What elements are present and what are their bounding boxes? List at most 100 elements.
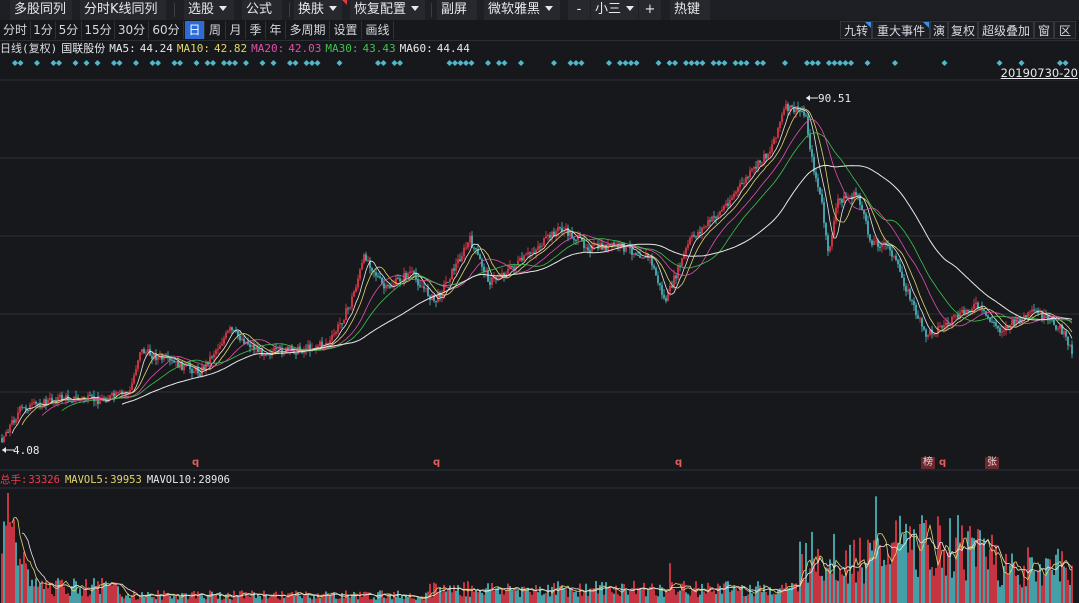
candle-body bbox=[507, 268, 509, 274]
major-events-button[interactable]: 重大事件 bbox=[872, 21, 930, 39]
volume-bar bbox=[639, 588, 641, 603]
period-15min[interactable]: 15分 bbox=[82, 21, 115, 39]
candle-body bbox=[785, 104, 787, 110]
super-overlay-button[interactable]: 超级叠加 bbox=[978, 21, 1034, 39]
volume-bar bbox=[103, 582, 105, 603]
font-increase-button[interactable]: + bbox=[639, 0, 661, 20]
event-marker-q[interactable]: q bbox=[433, 457, 441, 468]
volume-bar bbox=[619, 595, 621, 603]
candle-body bbox=[339, 323, 341, 325]
font-size-dropdown[interactable]: 小三 bbox=[591, 0, 638, 20]
settings-button[interactable]: 设置 bbox=[330, 21, 362, 39]
candle-body bbox=[33, 401, 35, 404]
volume-bar bbox=[263, 590, 265, 603]
candle-body bbox=[13, 420, 15, 423]
volume-bar bbox=[393, 592, 395, 603]
candle-body bbox=[37, 403, 39, 405]
candle-body bbox=[479, 254, 481, 260]
period-30min[interactable]: 30分 bbox=[115, 21, 149, 39]
kline-chart[interactable]: 90.51 4.08 bbox=[0, 57, 1079, 603]
demo-button[interactable]: 演 bbox=[930, 21, 948, 39]
period-month[interactable]: 月 bbox=[226, 21, 246, 39]
period-intraday[interactable]: 分时 bbox=[0, 21, 31, 39]
volume-bar bbox=[909, 526, 911, 603]
stock-name[interactable]: 国联股份 bbox=[61, 42, 106, 55]
candle-body bbox=[637, 255, 639, 257]
draw-line-button[interactable]: 画线 bbox=[362, 21, 394, 39]
candle-body bbox=[999, 328, 1001, 333]
candle-body bbox=[1029, 311, 1031, 313]
mavol10-value: 28906 bbox=[198, 474, 230, 486]
font-name-dropdown[interactable]: 微软雅黑 bbox=[484, 0, 560, 20]
volume-bar bbox=[193, 590, 195, 603]
volume-bar bbox=[11, 526, 13, 603]
candle-body bbox=[853, 192, 855, 200]
candle-body bbox=[1031, 309, 1033, 312]
multi-stock-button[interactable]: 多股同列 bbox=[10, 0, 72, 20]
candle-body bbox=[799, 110, 801, 112]
volume-bar bbox=[31, 579, 33, 603]
period-60min[interactable]: 60分 bbox=[149, 21, 184, 39]
hotkey-button[interactable]: 热键 bbox=[670, 0, 710, 20]
volume-bar bbox=[555, 594, 557, 603]
signal-diamond-icon bbox=[193, 60, 200, 66]
candle-body bbox=[747, 176, 749, 178]
volume-bar bbox=[917, 576, 919, 603]
candle-body bbox=[813, 156, 815, 173]
event-marker-q[interactable]: q bbox=[675, 457, 683, 468]
candle-body bbox=[379, 276, 381, 278]
candle-body bbox=[497, 278, 499, 280]
nine-turn-button[interactable]: 九转 bbox=[840, 21, 872, 39]
volume-bar bbox=[1001, 585, 1003, 603]
period-year[interactable]: 年 bbox=[266, 21, 286, 39]
volume-bar bbox=[737, 590, 739, 603]
volume-bar bbox=[725, 581, 727, 603]
period-5min[interactable]: 5分 bbox=[56, 21, 82, 39]
candle-body bbox=[253, 344, 255, 350]
volume-bar bbox=[149, 594, 151, 603]
volume-bar bbox=[1015, 575, 1017, 603]
volume-bar bbox=[25, 563, 27, 603]
volume-bar bbox=[159, 594, 161, 603]
skin-dropdown[interactable]: 换肤 bbox=[294, 0, 342, 20]
period-quarter[interactable]: 季 bbox=[246, 21, 266, 39]
font-decrease-button[interactable]: - bbox=[568, 0, 590, 20]
candle-body bbox=[219, 345, 221, 349]
volume-bar bbox=[887, 553, 889, 603]
candle-body bbox=[255, 348, 257, 350]
volume-bar bbox=[369, 599, 371, 603]
volume-bar bbox=[469, 596, 471, 603]
candle-body bbox=[705, 226, 707, 228]
event-marker-q[interactable]: q bbox=[939, 457, 947, 468]
intraday-k-button[interactable]: 分时K线同列 bbox=[80, 0, 166, 20]
candle-body bbox=[411, 271, 413, 273]
volume-bar bbox=[481, 592, 483, 603]
region-button[interactable]: 区 bbox=[1054, 21, 1076, 39]
period-week[interactable]: 周 bbox=[205, 21, 226, 39]
volume-bar bbox=[345, 590, 347, 603]
multi-period-button[interactable]: 多周期 bbox=[286, 21, 330, 39]
event-marker-q[interactable]: q bbox=[192, 457, 200, 468]
candle-body bbox=[59, 394, 61, 398]
volume-bar bbox=[203, 598, 205, 603]
formula-button[interactable]: 公式 bbox=[242, 0, 282, 20]
event-marker-limit[interactable]: 张 bbox=[985, 457, 999, 469]
candle-body bbox=[335, 331, 337, 334]
sub-screen-button[interactable]: 副屏 bbox=[437, 0, 477, 20]
window-button[interactable]: 窗 bbox=[1034, 21, 1054, 39]
adjust-button[interactable]: 复权 bbox=[948, 21, 978, 39]
candle-body bbox=[53, 400, 55, 403]
event-marker-rank[interactable]: 榜 bbox=[921, 457, 935, 469]
candle-body bbox=[349, 307, 351, 309]
candle-body bbox=[873, 240, 875, 245]
period-day[interactable]: 日 bbox=[185, 21, 205, 39]
volume-bar bbox=[975, 566, 977, 603]
restore-config-dropdown[interactable]: 恢复配置 bbox=[350, 0, 425, 20]
candle-body bbox=[15, 418, 17, 423]
candle-body bbox=[117, 392, 119, 394]
period-1min[interactable]: 1分 bbox=[31, 21, 56, 39]
select-stock-dropdown[interactable]: 选股 bbox=[184, 0, 234, 20]
volume-bar bbox=[601, 582, 603, 603]
candle-body bbox=[543, 238, 545, 246]
volume-bar bbox=[561, 585, 563, 603]
